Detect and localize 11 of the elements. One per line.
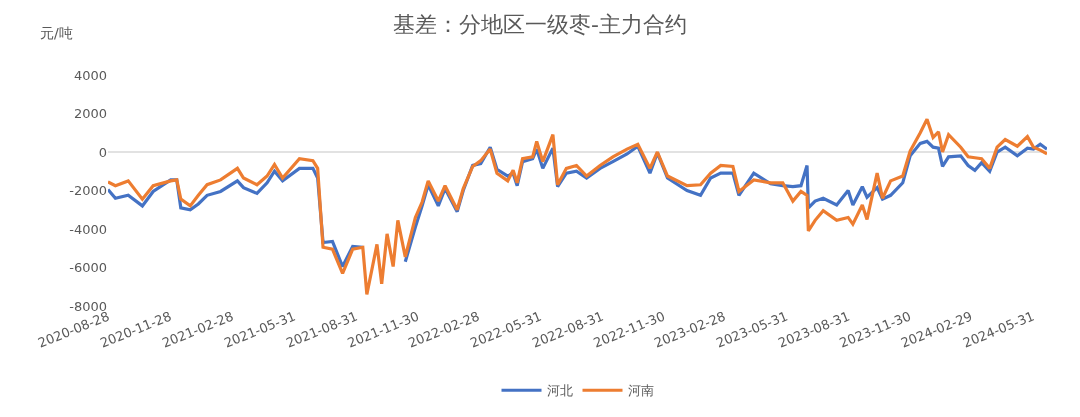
y-tick-label: -4000 <box>69 221 107 237</box>
y-tick-label: 2000 <box>73 106 107 122</box>
y-tick-label: -6000 <box>69 260 107 276</box>
chart-title: 基差：分地区一级枣-主力合约 <box>393 12 687 38</box>
line-series <box>108 117 1047 297</box>
legend-label: 河南 <box>627 383 654 399</box>
y-tick-label: 4000 <box>73 67 107 83</box>
legend-label: 河北 <box>546 383 573 399</box>
y-tick-label: 0 <box>98 144 107 160</box>
y-axis-title: 元/吨 <box>40 25 73 41</box>
y-tick-label: -2000 <box>69 183 107 199</box>
